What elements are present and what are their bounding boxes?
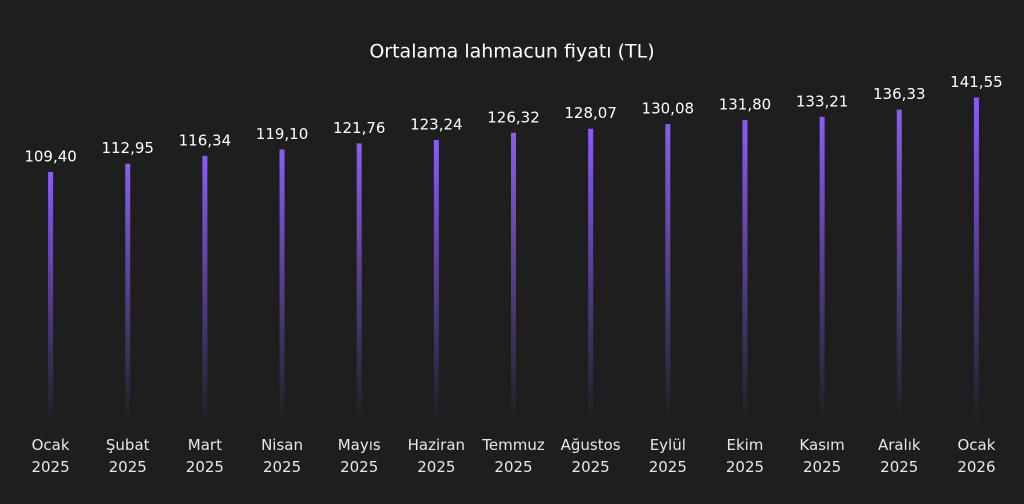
x-tick-label: Ocak 2025 — [31, 436, 70, 476]
value-label: 121,76 — [333, 119, 386, 137]
x-tick-label: Şubat 2025 — [105, 436, 150, 476]
bar — [819, 116, 825, 425]
x-tick-label: Mart 2025 — [185, 436, 224, 476]
value-label: 136,33 — [873, 85, 926, 103]
bar — [279, 149, 285, 425]
bar — [973, 97, 979, 425]
x-tick-label: Temmuz 2025 — [482, 436, 545, 476]
x-tick-label: Aralık 2025 — [877, 436, 921, 476]
x-tick-label: Ekim 2025 — [725, 436, 765, 476]
bar — [588, 128, 594, 426]
value-label: 112,95 — [101, 139, 154, 157]
bar — [665, 124, 671, 425]
value-label: 116,34 — [179, 131, 232, 149]
value-label: 109,40 — [24, 147, 77, 165]
value-label: 123,24 — [410, 115, 463, 133]
bar — [896, 109, 902, 426]
x-tick-label: Kasım 2025 — [799, 436, 845, 476]
bar — [48, 171, 54, 425]
chart-title: Ortalama lahmacun fiyatı (TL) — [369, 41, 654, 63]
bar — [433, 139, 439, 426]
bar — [202, 155, 208, 425]
bar — [125, 163, 131, 426]
value-label: 133,21 — [796, 92, 849, 110]
bar — [511, 132, 516, 426]
bar — [742, 120, 748, 426]
bar — [356, 143, 362, 425]
value-label: 131,80 — [719, 96, 772, 114]
x-tick-label: Nisan 2025 — [261, 436, 303, 476]
value-label: 119,10 — [256, 125, 309, 143]
x-tick-label: Ocak 2026 — [957, 436, 996, 476]
value-label: 126,32 — [487, 108, 540, 126]
x-tick-label: Haziran 2025 — [407, 436, 466, 476]
value-label: 130,08 — [642, 100, 695, 118]
x-tick-label: Eylül 2025 — [648, 436, 687, 476]
value-label: 128,07 — [564, 104, 617, 122]
value-label: 141,55 — [950, 73, 1003, 91]
x-tick-label: Mayıs 2025 — [337, 436, 381, 476]
x-tick-label: Ağustos 2025 — [560, 436, 621, 476]
